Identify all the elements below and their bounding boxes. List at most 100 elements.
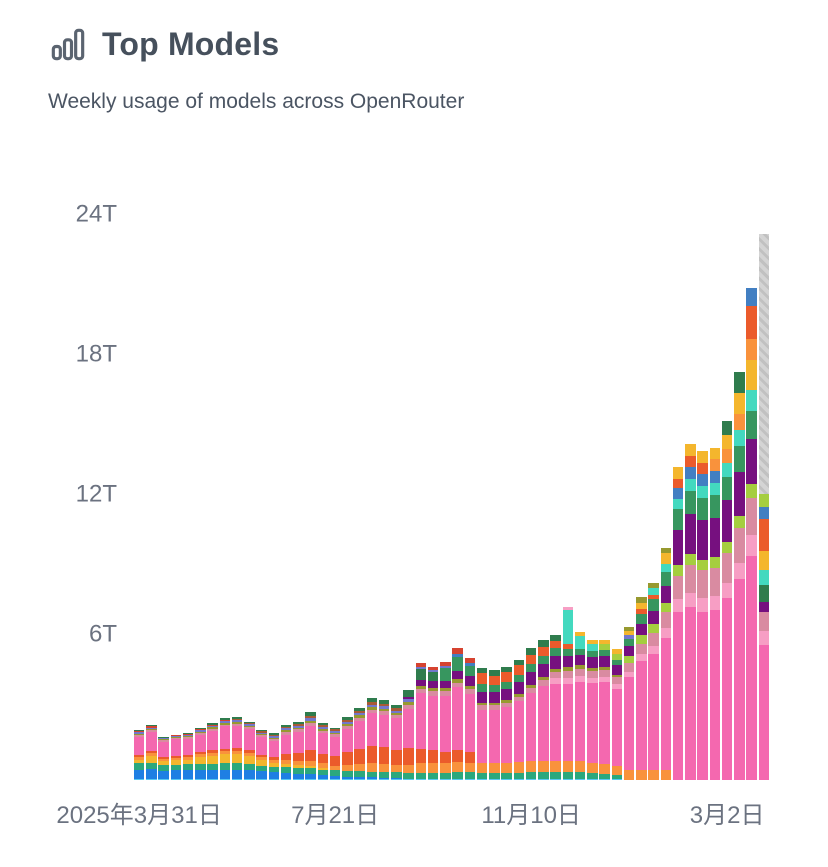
segment-orange[interactable] xyxy=(366,763,378,772)
segment-forest[interactable] xyxy=(427,672,439,682)
segment-salmon[interactable] xyxy=(721,582,733,598)
segment-lime[interactable] xyxy=(746,483,757,498)
segment-seagreen[interactable] xyxy=(721,476,733,501)
segment-cyan[interactable] xyxy=(415,778,427,780)
segment-cyan[interactable] xyxy=(501,778,512,780)
segment-orange[interactable] xyxy=(317,763,329,768)
segment-seagreen[interactable] xyxy=(550,647,561,656)
segment-rose[interactable] xyxy=(697,570,708,598)
segment-orange[interactable] xyxy=(354,764,365,772)
segment-purpleblue[interactable] xyxy=(293,725,304,728)
segment-forest[interactable] xyxy=(195,727,206,729)
segment-tomato[interactable] xyxy=(182,755,194,757)
segment-rose[interactable] xyxy=(440,691,451,696)
segment-rose[interactable] xyxy=(611,677,623,684)
segment-olive[interactable] xyxy=(366,707,378,710)
segment-olive[interactable] xyxy=(378,708,390,712)
segment-forest[interactable] xyxy=(415,669,427,680)
segment-orange[interactable] xyxy=(623,769,635,780)
segment-steelblue[interactable] xyxy=(672,488,684,499)
segment-teal[interactable] xyxy=(354,771,365,777)
segment-tomato[interactable] xyxy=(452,750,463,762)
stacked-bar-week-35[interactable] xyxy=(562,220,574,780)
segment-maroon[interactable] xyxy=(342,719,353,722)
segment-teal[interactable] xyxy=(562,772,574,779)
segment-red[interactable] xyxy=(440,662,451,666)
segment-teal[interactable] xyxy=(256,765,267,772)
segment-rose[interactable] xyxy=(599,669,610,677)
stacked-bar-week-44[interactable] xyxy=(672,220,684,780)
segment-darkpurple[interactable] xyxy=(587,657,598,668)
segment-olive[interactable] xyxy=(623,627,635,631)
segment-rose[interactable] xyxy=(562,670,574,678)
stacked-bar-week-17[interactable] xyxy=(342,220,353,780)
segment-seagreen[interactable] xyxy=(476,683,488,693)
segment-teal[interactable] xyxy=(574,772,586,779)
segment-rose[interactable] xyxy=(709,567,721,596)
segment-tomato[interactable] xyxy=(672,479,684,489)
stacked-bar-week-25[interactable] xyxy=(440,220,451,780)
segment-cyan[interactable] xyxy=(452,778,463,780)
segment-rose[interactable] xyxy=(623,663,635,672)
segment-teal[interactable] xyxy=(452,772,463,779)
segment-olive[interactable] xyxy=(342,723,353,726)
segment-red[interactable] xyxy=(219,719,231,722)
segment-olive[interactable] xyxy=(146,728,157,731)
segment-maroon[interactable] xyxy=(244,723,255,725)
segment-forest[interactable] xyxy=(476,668,488,674)
segment-cyan[interactable] xyxy=(476,778,488,780)
segment-lime[interactable] xyxy=(697,559,708,570)
segment-blue[interactable] xyxy=(158,770,169,779)
segment-darkpurple[interactable] xyxy=(758,601,770,613)
segment-rose[interactable] xyxy=(329,734,341,737)
segment-rose[interactable] xyxy=(538,680,549,686)
segment-amber[interactable] xyxy=(170,760,182,765)
segment-amber[interactable] xyxy=(219,754,231,764)
segment-salmon[interactable] xyxy=(574,675,586,682)
segment-salmon[interactable] xyxy=(685,593,696,608)
segment-orange[interactable] xyxy=(415,763,427,773)
segment-maroon[interactable] xyxy=(256,731,267,733)
segment-darkpurple[interactable] xyxy=(501,689,512,700)
segment-forest[interactable] xyxy=(391,705,402,709)
segment-seagreen[interactable] xyxy=(587,651,598,658)
segment-forest[interactable] xyxy=(268,733,280,735)
segment-olive[interactable] xyxy=(574,665,586,669)
segment-amber[interactable] xyxy=(256,759,267,766)
segment-cyan[interactable] xyxy=(574,778,586,780)
segment-blue[interactable] xyxy=(378,777,390,779)
segment-amber[interactable] xyxy=(574,631,586,637)
segment-maroon[interactable] xyxy=(378,703,390,707)
segment-seagreen[interactable] xyxy=(525,664,537,673)
segment-turquoise[interactable] xyxy=(672,498,684,510)
segment-rose[interactable] xyxy=(452,682,463,688)
segment-cyan[interactable] xyxy=(219,778,231,780)
segment-olive[interactable] xyxy=(599,666,610,670)
stacked-bar-week-23[interactable] xyxy=(415,220,427,780)
segment-rose[interactable] xyxy=(354,717,365,721)
segment-red[interactable] xyxy=(452,648,463,655)
segment-cyan[interactable] xyxy=(562,778,574,780)
stacked-bar-week-34[interactable] xyxy=(550,220,561,780)
segment-seagreen[interactable] xyxy=(452,656,463,671)
segment-orange[interactable] xyxy=(464,762,476,773)
segment-orange[interactable] xyxy=(648,769,659,780)
stacked-bar-week-0[interactable] xyxy=(133,220,145,780)
segment-tomato[interactable] xyxy=(550,640,561,648)
segment-amber[interactable] xyxy=(146,756,157,763)
stacked-bar-week-31[interactable] xyxy=(513,220,525,780)
segment-amber[interactable] xyxy=(207,755,218,764)
segment-rose[interactable] xyxy=(476,705,488,710)
segment-darkpurple[interactable] xyxy=(697,519,708,560)
segment-purpleblue[interactable] xyxy=(256,732,267,735)
segment-orange[interactable] xyxy=(476,763,488,773)
segment-forest[interactable] xyxy=(513,659,525,666)
segment-pink[interactable] xyxy=(746,556,757,780)
segment-olive[interactable] xyxy=(268,737,280,739)
segment-olive[interactable] xyxy=(170,736,182,739)
stacked-bar-week-43[interactable] xyxy=(660,220,672,780)
segment-rose[interactable] xyxy=(207,728,218,731)
segment-amber[interactable] xyxy=(293,765,304,768)
segment-amber[interactable] xyxy=(231,754,243,764)
segment-steelblue[interactable] xyxy=(758,507,770,519)
